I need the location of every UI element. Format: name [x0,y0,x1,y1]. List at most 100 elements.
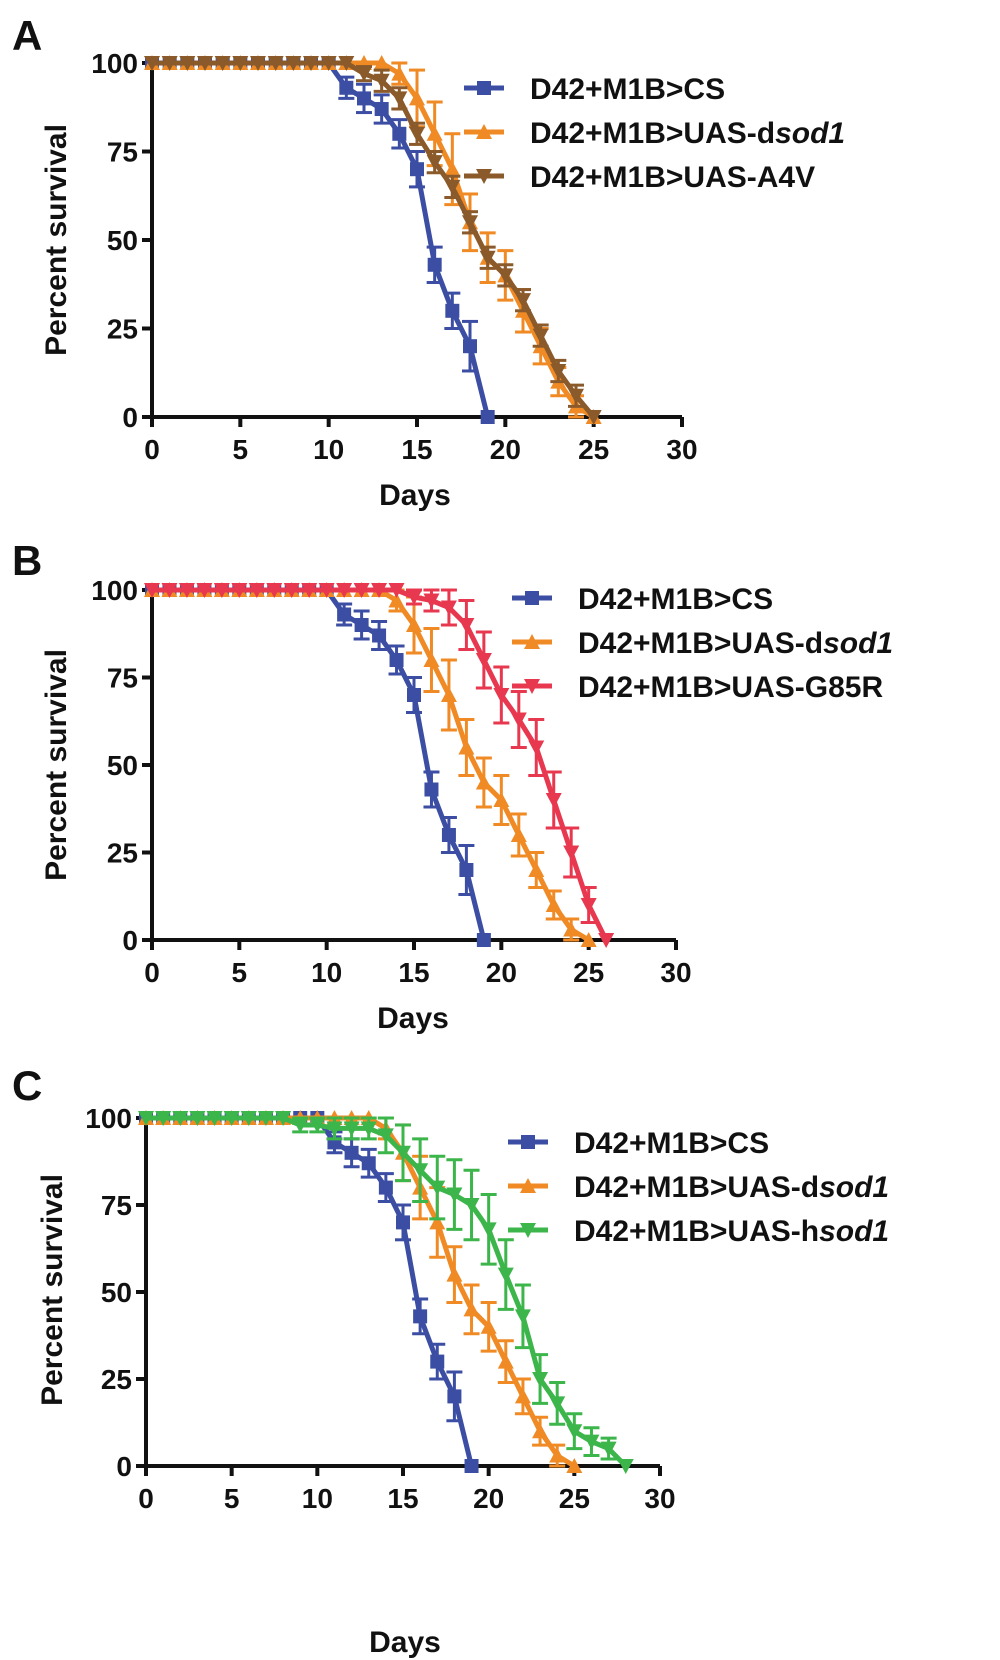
panel-c-x-tick-label: 30 [644,1483,675,1514]
panel-a-y-tick-label: 0 [122,402,138,433]
panel-a-data-point [285,56,302,71]
panel-c-x-tick-label: 10 [302,1483,333,1514]
panel-c: C Percent survival Days 0 25 50 75 100 0 5 10 15… [12,1062,889,1659]
legend-label-part: sod1 [819,1215,889,1248]
legend-label-part: sod1 [823,627,893,660]
panel-a-plot-area [144,55,602,425]
panel-a-data-point [250,56,266,71]
panel-b-data-point [598,933,615,948]
panel-c-data-point [566,1424,583,1440]
panel-c-legend-marker [520,1223,536,1238]
panel-a-data-point [267,56,284,71]
panel-c-data-point [583,1434,600,1450]
panel-c-data-point [532,1372,549,1387]
legend-label-part: D42+M1B>CS [530,73,725,106]
panel-b-data-point [337,607,352,622]
panel-b-x-tick-label: 25 [573,957,604,988]
panel-b-series-2 [144,583,615,948]
legend-label-part: sod1 [775,117,845,150]
panel-b-x-tick-label: 5 [232,957,248,988]
panel-c-legend-marker [520,1178,536,1193]
panel-c-y-tick-label: 0 [116,1451,132,1482]
panel-a-data-point [392,126,407,141]
panel-a-data-point [426,125,443,141]
panel-b-data-point [407,688,421,702]
panel-b-data-point [475,774,492,790]
panel-b-data-point [459,863,474,877]
panel-c-letter: C [12,1062,42,1109]
panel-a-data-point [480,410,495,424]
panel-b-data-point [388,592,405,608]
panel-a-legend-entry: D42+M1B>CS [464,73,725,106]
panel-b-legend: D42+M1B>CS D42+M1B>UAS-dsod1 D42+M1B>UAS-G… [512,583,893,704]
panel-a-data-point [445,303,460,318]
panel-c-data-point [446,1187,463,1203]
legend-label-part: D42+M1B>UAS-G85R [578,671,883,704]
panel-b-data-point [493,688,510,703]
panel-c-data-point [361,1156,376,1171]
panel-a-x-tick-label: 10 [313,434,344,465]
panel-c-data-point [172,1111,189,1126]
panel-a-data-point [374,102,389,117]
panel-c-data-point [497,1353,514,1369]
panel-c-data-point [549,1447,566,1463]
panel-c-data-point [446,1266,463,1282]
panel-c-data-point [430,1354,445,1369]
panel-b-x-tick-label: 15 [398,957,429,988]
panel-b-x-tick-label: 0 [144,957,160,988]
panel-b-data-point [440,687,457,702]
panel-a-data-point [391,91,408,107]
panel-a-legend-marker [477,81,491,95]
panel-c-series-2 [138,1111,634,1474]
panel-c-data-point [360,1121,377,1137]
panel-b-data-point [388,583,405,598]
panel-a-data-point [444,161,461,177]
panel-b-x-tick-label: 10 [311,957,342,988]
panel-c-data-point [378,1180,393,1195]
panel-b-y-axis-title: Percent survival [40,649,73,881]
panel-b-data-point [423,652,440,667]
legend-label-part: D42+M1B>CS [578,583,773,616]
panel-b-y-tick-label: 75 [107,663,138,694]
panel-a-data-point [497,268,514,284]
panel-b-data-point [406,590,422,605]
panel-b-data-point [493,792,510,807]
panel-a-data-point [197,56,213,71]
panel-b-legend-entry: D42+M1B>UAS-G85R [512,671,883,704]
panel-c-data-point [275,1111,292,1126]
panel-c-data-point [344,1145,359,1160]
panel-a-data-point [444,179,461,195]
panel-a-legend-label: D42+M1B>UAS-A4V [530,161,815,194]
legend-label-part: D42+M1B>UAS-d [574,1171,819,1204]
panel-c-data-point [240,1111,257,1126]
panel-a: A Percent survival Days 0 25 50 75 100 0 5 10 15… [12,12,845,512]
panel-b-y-tick-label: 50 [107,750,138,781]
panel-a-x-tick-label: 20 [490,434,521,465]
panel-a-x-tick-label: 30 [666,434,697,465]
panel-b-data-point [213,583,230,598]
panel-b-data-point [283,583,300,598]
panel-a-data-point [214,56,231,71]
panel-b-data-point [475,653,492,668]
panel-c-legend-marker [521,1135,535,1149]
panel-c-legend-entry: D42+M1B>UAS-dsod1 [508,1171,889,1204]
panel-a-data-point [338,56,355,71]
panel-c-data-point [429,1214,446,1230]
panel-a-data-point [391,65,408,81]
panel-b-data-point [372,628,387,643]
panel-a-legend-marker [476,169,492,184]
panel-a-data-point [463,339,477,354]
panel-c-y-axis-title: Percent survival [36,1174,69,1406]
panel-a-y-tick-label: 50 [107,225,138,256]
panel-b-data-point [178,583,195,598]
legend-label-part: sod1 [819,1171,889,1204]
panel-a-data-point [373,55,390,70]
panel-a-y-axis-title: Percent survival [40,124,73,356]
panel-c-data-point [429,1180,446,1196]
panel-c-x-tick-label: 0 [138,1483,154,1514]
panel-c-data-point [549,1396,566,1412]
panel-c-data-point [514,1388,531,1404]
panel-c-data-point [189,1111,206,1126]
panel-c-data-point [138,1111,154,1126]
